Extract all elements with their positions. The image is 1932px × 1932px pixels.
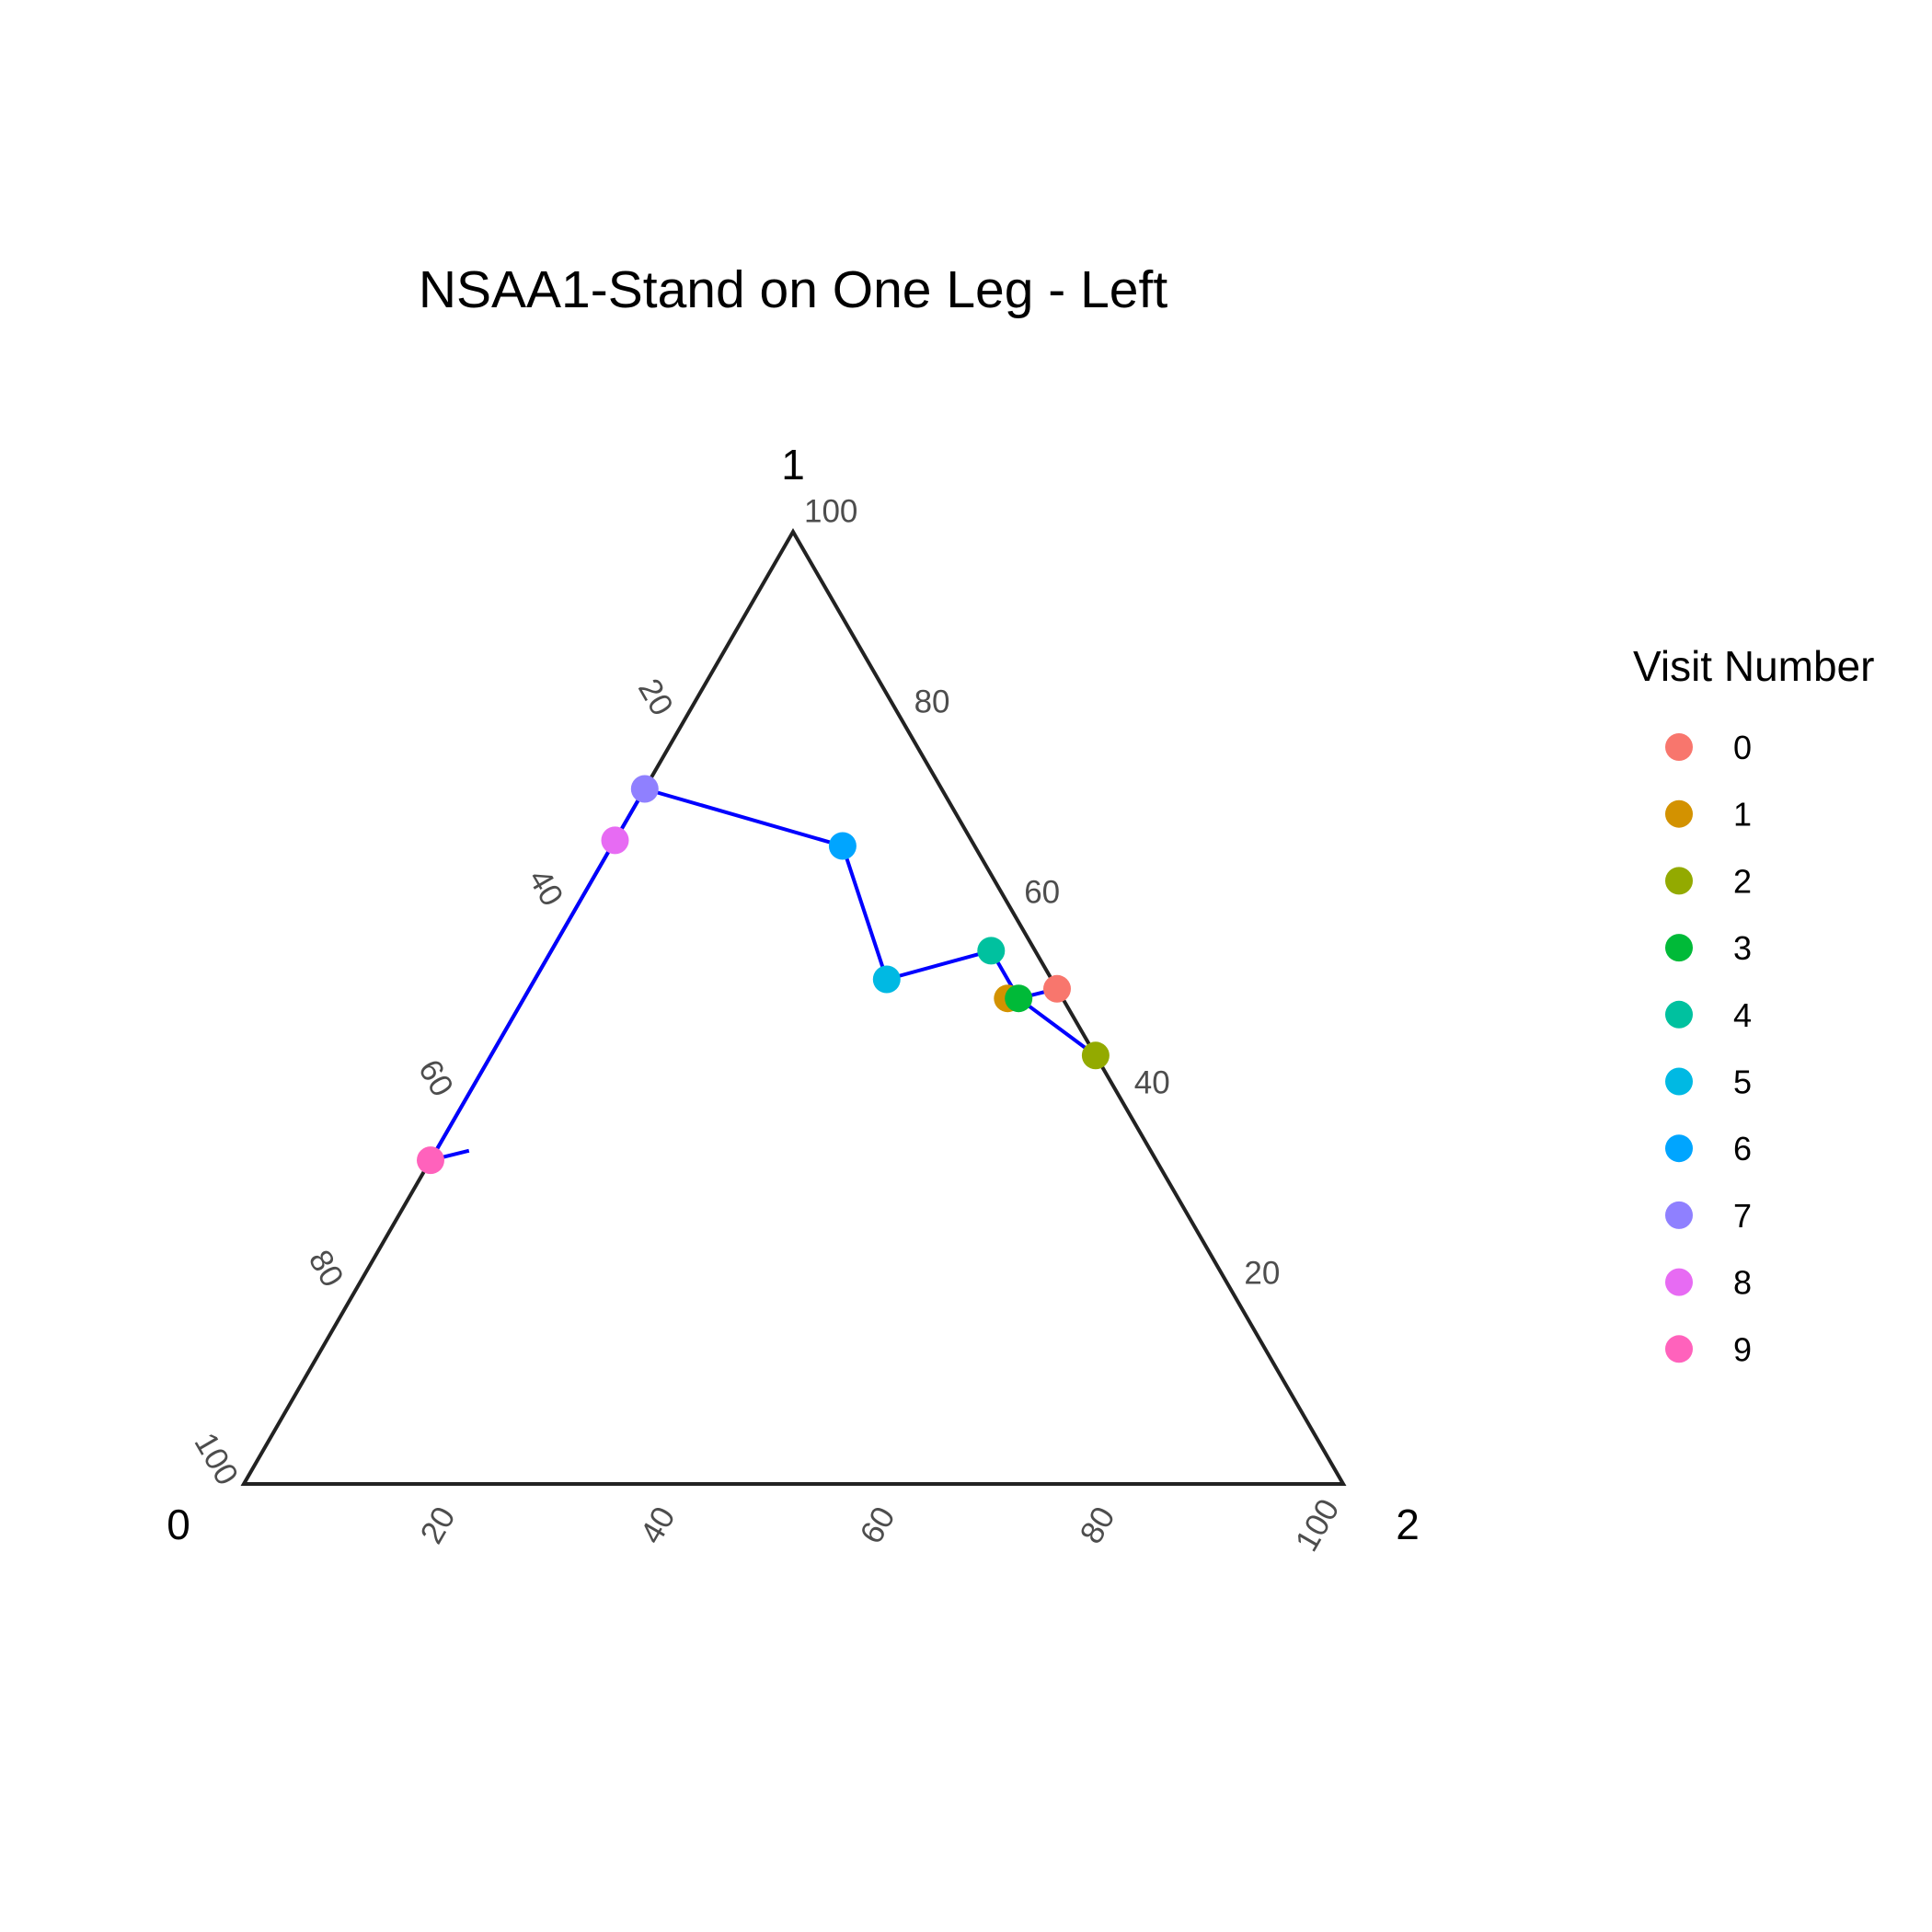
legend-key-2 [1665,867,1693,895]
data-point-visit-5 [872,965,901,994]
ternary-frame [240,527,1347,1486]
tick-left-80: 80 [302,1244,351,1293]
tick-left-100: 100 [187,1427,245,1491]
tick-bottom-40: 40 [633,1501,682,1549]
tick-bottom-60: 60 [853,1501,902,1549]
data-point-visit-0 [1043,974,1071,1003]
legend-key-0 [1665,733,1693,761]
legend-key-4 [1665,1000,1693,1029]
legend-label-7: 7 [1733,1197,1752,1235]
vertex-label-top: 1 [781,441,805,489]
tick-left-40: 40 [522,863,570,912]
data-point-visit-2 [1081,1041,1110,1070]
legend-label-9: 9 [1733,1330,1752,1368]
legend-title: Visit Number [1633,642,1874,690]
vertex-label-right: 2 [1396,1501,1420,1548]
legend-key-1 [1665,799,1693,828]
legend: Visit Number 0 1 2 3 4 5 6 7 8 9 [1633,642,1874,1368]
tick-left-20: 20 [631,673,680,721]
legend-label-6: 6 [1733,1130,1752,1167]
legend-label-2: 2 [1733,862,1752,900]
points-layer [417,775,1110,1175]
legend-key-7 [1665,1201,1693,1229]
legend-key-6 [1665,1134,1693,1163]
tick-bottom-80: 80 [1073,1501,1121,1549]
legend-label-8: 8 [1733,1264,1752,1302]
legend-label-0: 0 [1733,729,1752,766]
data-point-visit-6 [828,832,857,860]
data-point-visit-7 [630,775,659,803]
tick-right-40: 40 [1134,1064,1170,1100]
tick-right-80: 80 [914,684,950,719]
chart-title: NSAA1-Stand on One Leg - Left [419,260,1168,319]
legend-label-1: 1 [1733,796,1752,834]
legend-label-3: 3 [1733,929,1752,967]
tick-left-60: 60 [411,1053,460,1102]
tick-labels: 20 20 20 40 40 40 60 60 60 80 80 80 100 100 100 [187,493,1346,1558]
legend-label-5: 5 [1733,1064,1752,1101]
trajectory-layer [429,787,1098,1163]
data-point-visit-8 [601,826,629,855]
tick-bottom-100: 100 [1289,1493,1347,1558]
legend-key-5 [1665,1067,1693,1096]
triangle-outline [240,527,1347,1486]
tick-bottom-20: 20 [413,1501,462,1549]
data-point-visit-9 [417,1146,444,1175]
vertex-label-left: 0 [167,1501,190,1548]
data-point-visit-3 [1005,984,1033,1013]
data-point-visit-4 [977,937,1006,965]
legend-key-8 [1665,1268,1693,1296]
legend-key-3 [1665,934,1693,962]
visit-trajectory-line [429,787,1098,1163]
tick-right-60: 60 [1024,874,1060,910]
legend-label-4: 4 [1733,996,1752,1034]
legend-key-9 [1665,1335,1693,1363]
tick-right-100: 100 [804,493,857,529]
tick-right-20: 20 [1244,1255,1280,1291]
